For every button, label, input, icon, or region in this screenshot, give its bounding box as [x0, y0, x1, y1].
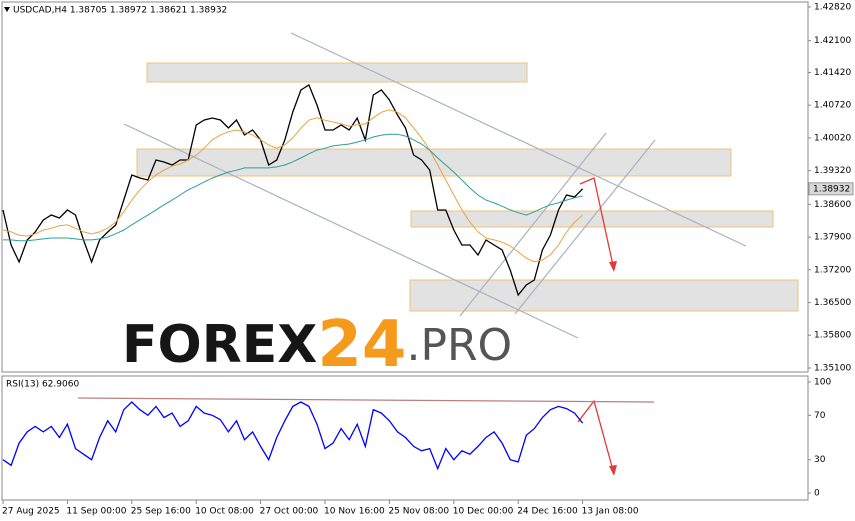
watermark-part: FOREX — [122, 315, 317, 375]
series-line — [2, 401, 584, 471]
y-tick-label: 1.42100 — [814, 36, 851, 46]
zone — [409, 279, 799, 312]
y-tick-label: 1.40720 — [814, 101, 851, 111]
arrows — [77, 177, 655, 476]
rsi-panel-frame — [1, 375, 809, 501]
channel-line — [514, 139, 656, 315]
x-tick-label: 27 Oct 00:00 — [260, 507, 319, 517]
y-tick-label: 1.42820 — [814, 3, 851, 13]
y-tick-label: 0 — [814, 489, 820, 499]
arrow-head — [609, 261, 617, 272]
x-tick-label: 25 Nov 08:00 — [388, 507, 449, 517]
watermark-part: .PRO — [406, 320, 512, 371]
rsi-trendline — [77, 397, 655, 403]
zone — [136, 148, 732, 177]
watermark: FOREX24.PRO — [122, 308, 512, 382]
y-tick-label: 1.35100 — [814, 363, 851, 373]
y-tick-label: 1.41420 — [814, 68, 851, 78]
price-panel-frame — [1, 1, 809, 373]
y-tick-label: 100 — [814, 377, 831, 387]
x-tick-label: 10 Oct 08:00 — [195, 507, 254, 517]
rsi-header: RSI(13) 62.9060 — [6, 380, 79, 390]
channel-line — [459, 132, 607, 317]
zones — [136, 62, 799, 312]
channels — [123, 32, 747, 339]
last-price-box — [808, 182, 854, 196]
last-price-label: 1.38932 — [813, 184, 850, 194]
y-tick-label: 70 — [814, 411, 826, 421]
channel-line — [123, 123, 579, 339]
zone — [146, 62, 528, 83]
forecast-arrow — [579, 177, 615, 271]
x-tick-label: 11 Sep 00:00 — [66, 507, 126, 517]
y-tick-label: 30 — [814, 455, 826, 465]
x-tick-label: 10 Dec 00:00 — [453, 507, 514, 517]
x-tick-label: 25 Sep 16:00 — [131, 507, 191, 517]
series-line — [2, 109, 583, 263]
series-line — [3, 133, 583, 242]
arrow-head — [609, 465, 617, 476]
watermark-part: 24 — [317, 308, 406, 382]
y-tick-label: 1.36500 — [814, 298, 851, 308]
channel-line — [290, 32, 747, 247]
series-line — [2, 84, 584, 297]
y-tick-label: 1.37200 — [814, 265, 851, 275]
x-tick-label: 13 Jan 08:00 — [582, 507, 639, 517]
x-tick-label: 10 Nov 16:00 — [324, 507, 385, 517]
x-tick-label: 24 Dec 16:00 — [517, 507, 578, 517]
x-tick-label: 27 Aug 2025 — [2, 507, 60, 517]
y-tick-label: 1.40020 — [814, 133, 851, 143]
y-tick-label: 1.35800 — [814, 331, 851, 341]
menu-triangle — [4, 7, 10, 12]
price-header: USDCAD,H4 1.38705 1.38972 1.38621 1.3893… — [13, 6, 227, 16]
y-tick-label: 1.37900 — [814, 233, 851, 243]
y-tick-label: 1.39320 — [814, 166, 851, 176]
y-tick-label: 1.38600 — [814, 200, 851, 210]
